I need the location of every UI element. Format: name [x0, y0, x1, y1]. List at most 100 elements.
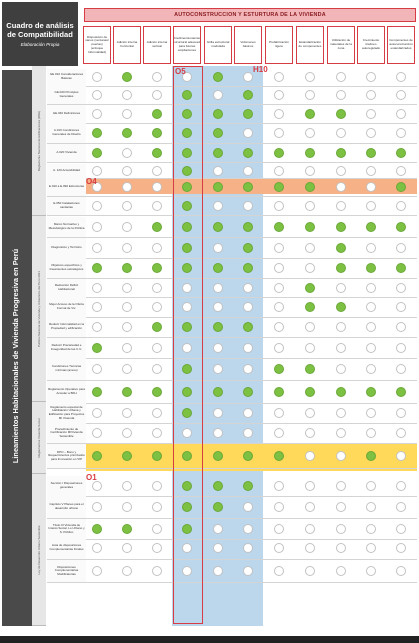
empty-dot [182, 428, 192, 438]
row-divider [47, 123, 417, 124]
empty-dot [366, 72, 376, 82]
compatible-dot [92, 263, 102, 273]
empty-dot [92, 72, 102, 82]
compatible-dot [305, 364, 315, 374]
compatible-dot [274, 148, 284, 158]
empty-dot [92, 364, 102, 374]
empty-dot [366, 182, 376, 192]
compatible-dot [243, 387, 253, 397]
compatible-dot [213, 72, 223, 82]
compatible-dot [213, 263, 223, 273]
empty-dot [336, 428, 346, 438]
empty-dot [243, 343, 253, 353]
subgroup-label: Política Nacional de Vivienda y Urbanism… [37, 271, 41, 347]
empty-dot [122, 343, 132, 353]
compatible-dot [152, 387, 162, 397]
empty-dot [274, 502, 284, 512]
compatible-dot [152, 128, 162, 138]
empty-dot [396, 166, 406, 176]
compatible-dot [274, 182, 284, 192]
compatible-dot [305, 302, 315, 312]
empty-dot [152, 543, 162, 553]
compatible-dot [213, 182, 223, 192]
empty-dot [274, 543, 284, 553]
compatible-dot [182, 451, 192, 461]
empty-dot [152, 364, 162, 374]
empty-dot [152, 243, 162, 253]
empty-dot [152, 302, 162, 312]
row-label: GE.040 Definiciones [47, 105, 86, 123]
category-banner: AUTOCONSTRUCCION Y ESTURTURA DE LA VIVIE… [84, 8, 416, 22]
empty-dot [305, 243, 315, 253]
empty-dot [366, 302, 376, 312]
compatible-dot [213, 109, 223, 119]
row-label: Objetivos específicos y lineamientos est… [47, 258, 86, 278]
empty-dot [336, 72, 346, 82]
compatible-dot [122, 451, 132, 461]
column-header: Componentes de autoconstrucción estandar… [387, 26, 415, 64]
subgroup-bar [32, 66, 46, 216]
compatible-dot [92, 451, 102, 461]
compatible-dot [182, 502, 192, 512]
compatible-dot [274, 451, 284, 461]
compatible-dot [336, 387, 346, 397]
empty-dot [274, 263, 284, 273]
compatible-dot [336, 109, 346, 119]
empty-dot [396, 201, 406, 211]
empty-dot [274, 201, 284, 211]
compatible-dot [274, 364, 284, 374]
empty-dot [336, 543, 346, 553]
row-label: Reducir Precariedad e Inseguridad de las… [47, 338, 86, 358]
empty-dot [243, 428, 253, 438]
empty-dot [122, 481, 132, 491]
column-header: Adición interna horizontal [113, 26, 141, 64]
empty-dot [274, 524, 284, 534]
row-divider [47, 278, 417, 279]
empty-dot [122, 566, 132, 576]
empty-dot [92, 201, 102, 211]
empty-dot [152, 283, 162, 293]
marker-o5: O5 [175, 67, 186, 76]
empty-dot [152, 166, 162, 176]
empty-dot [213, 364, 223, 374]
empty-dot [305, 524, 315, 534]
matrix-subtitle: Elaboración Propia [20, 42, 60, 47]
empty-dot [243, 524, 253, 534]
empty-dot [182, 283, 192, 293]
empty-dot [366, 128, 376, 138]
row-divider [47, 403, 417, 404]
row-label: Reglamento especial de Habilitación Urba… [47, 403, 86, 423]
empty-dot [122, 182, 132, 192]
empty-dot [92, 428, 102, 438]
empty-dot [336, 283, 346, 293]
compatible-dot [213, 502, 223, 512]
empty-dot [122, 148, 132, 158]
empty-dot [152, 524, 162, 534]
empty-dot [305, 408, 315, 418]
row-divider [47, 468, 417, 469]
subgroup-bar [32, 402, 46, 474]
main-group-label: Lineamientos Habitacionales de Vivienda … [11, 248, 20, 464]
empty-dot [366, 322, 376, 332]
empty-dot [336, 322, 346, 332]
o5-highlight-box [173, 66, 203, 624]
empty-dot [182, 343, 192, 353]
compatible-dot [243, 451, 253, 461]
empty-dot [213, 166, 223, 176]
empty-dot [274, 243, 284, 253]
empty-dot [122, 201, 132, 211]
matrix-title-box: Cuadro de análisis de Compatibilidad Ela… [2, 2, 78, 66]
compatible-dot [122, 387, 132, 397]
empty-dot [366, 428, 376, 438]
compatible-dot [182, 322, 192, 332]
empty-dot [213, 343, 223, 353]
row-label: E.010 a E.090 Estructuras [47, 178, 86, 196]
row-divider [47, 337, 417, 338]
empty-dot [122, 408, 132, 418]
compatible-dot [122, 128, 132, 138]
empty-dot [336, 201, 346, 211]
empty-dot [305, 201, 315, 211]
empty-dot [366, 343, 376, 353]
empty-dot [152, 343, 162, 353]
